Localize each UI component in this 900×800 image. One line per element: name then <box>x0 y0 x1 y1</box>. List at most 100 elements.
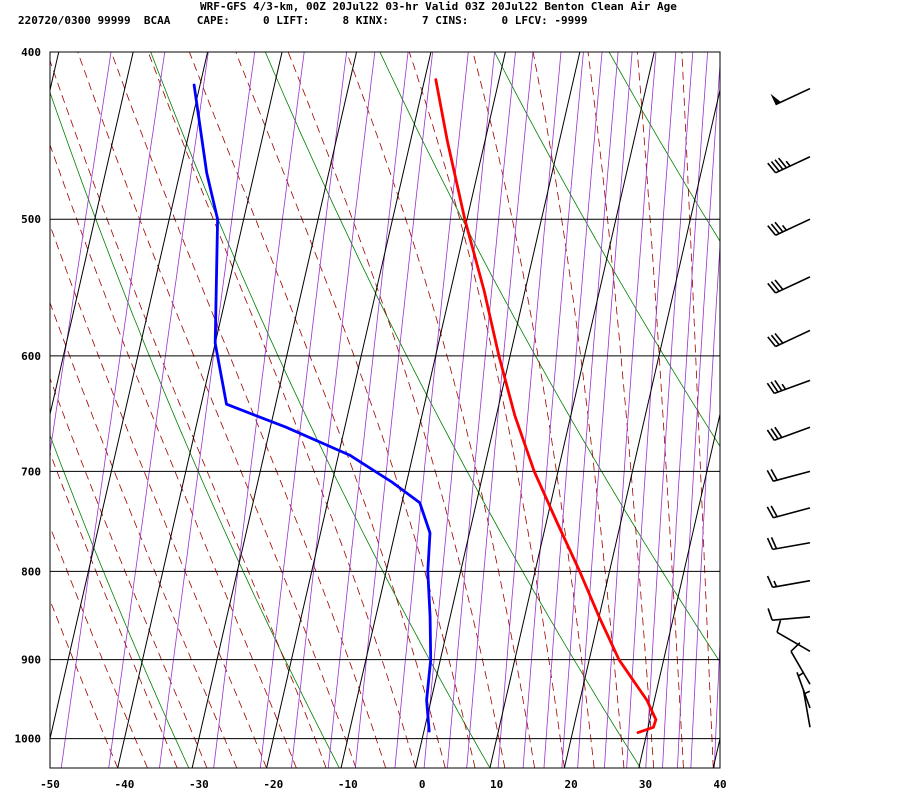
wind-barb <box>767 329 811 348</box>
isotherm <box>50 52 134 417</box>
barb-shaft <box>773 470 811 482</box>
mixing-ratio-line <box>423 52 496 768</box>
mixing-ratio-line <box>662 52 709 768</box>
barb-shaft <box>802 689 811 728</box>
mixing-ratio-line <box>446 52 516 768</box>
barb-full <box>770 334 780 346</box>
mixing-ratio-line <box>522 52 584 768</box>
barb-full <box>766 575 774 588</box>
wind-barb <box>766 505 811 519</box>
y-axis: 400 500 600 700 800 900 1000 <box>15 46 42 746</box>
barb-shaft <box>774 426 811 441</box>
moist-adiabat <box>188 52 446 768</box>
barb-full <box>766 382 775 394</box>
wind-barb <box>766 537 811 551</box>
mixing-ratio-line <box>354 52 434 768</box>
x-tick-label: -20 <box>263 778 283 791</box>
wind-barb <box>802 689 811 728</box>
x-tick-label: 10 <box>490 778 503 791</box>
dry-adiabat <box>50 91 340 768</box>
isotherm <box>563 87 720 768</box>
barb-half <box>797 671 804 677</box>
mixing-ratio-line <box>259 52 348 768</box>
barb-shaft <box>775 329 811 348</box>
barb-full <box>774 379 783 392</box>
barb-full <box>770 160 780 172</box>
moist-adiabat <box>50 451 178 768</box>
barb-shaft <box>790 650 811 685</box>
wind-barb <box>767 276 811 294</box>
moist-adiabat <box>587 52 655 768</box>
mixing-ratio-line <box>291 52 376 768</box>
x-tick-label: 40 <box>713 778 726 791</box>
barb-full <box>770 223 780 235</box>
barb-half <box>781 224 788 231</box>
barb-full <box>774 279 784 291</box>
dry-adiabat <box>832 43 900 768</box>
barb-full <box>770 428 779 440</box>
moist-adiabat <box>50 59 327 768</box>
wind-barb <box>767 218 811 236</box>
profiles <box>192 78 658 734</box>
barb-shaft <box>774 379 811 395</box>
barb-full <box>766 537 774 550</box>
background-lines <box>50 43 900 769</box>
barb-full <box>767 282 777 294</box>
barb-half <box>803 690 811 695</box>
barb-full <box>778 157 788 169</box>
mixing-ratio-line <box>108 52 209 768</box>
barb-shaft <box>772 541 811 551</box>
moist-adiabat <box>408 52 565 768</box>
wind-barb <box>766 379 811 395</box>
wind-barbs <box>766 87 811 728</box>
mixing-ratio-line <box>690 239 720 768</box>
y-tick-label: 400 <box>21 46 41 59</box>
barb-full <box>774 426 783 438</box>
dry-adiabat <box>718 43 900 768</box>
temperature-profile <box>434 78 658 734</box>
barb-half <box>773 580 778 587</box>
moist-adiabat <box>50 143 297 768</box>
mixing-ratio-line <box>713 634 720 768</box>
mixing-ratio-line <box>159 52 256 768</box>
isotherm <box>50 52 209 741</box>
moist-adiabat <box>681 52 714 768</box>
barb-full <box>766 506 774 519</box>
barb-half <box>785 160 791 167</box>
isotherm <box>638 412 720 768</box>
x-tick-label: 30 <box>639 778 652 791</box>
barb-shaft <box>776 631 811 652</box>
mixing-ratio-line <box>60 52 166 768</box>
mixing-ratio-line <box>543 52 603 768</box>
x-tick-label: -40 <box>115 778 135 791</box>
barb-full <box>774 221 784 233</box>
moist-adiabat <box>235 52 476 768</box>
x-axis: -50 -40 -30 -20 -10 0 10 20 30 40 <box>40 778 727 791</box>
x-tick-label: -30 <box>189 778 209 791</box>
wind-barb <box>766 426 811 441</box>
moist-adiabat <box>50 301 238 768</box>
x-tick-label: 20 <box>564 778 577 791</box>
mixing-ratio-line <box>497 52 562 768</box>
dry-adiabat <box>150 52 491 768</box>
isotherm <box>712 736 720 768</box>
moist-adiabat <box>50 224 267 768</box>
y-tick-label: 500 <box>21 213 41 226</box>
barb-full <box>770 381 779 393</box>
isotherm <box>117 52 283 768</box>
isotherm <box>489 52 655 768</box>
isotherm <box>414 52 581 768</box>
barb-full <box>776 620 782 633</box>
barb-full <box>770 468 778 481</box>
barb-full <box>770 505 778 518</box>
wind-barb <box>776 620 811 652</box>
moist-adiabat <box>50 377 208 768</box>
mixing-ratio-line <box>50 52 112 455</box>
moist-adiabat <box>532 52 625 768</box>
moist-adiabat <box>723 45 744 769</box>
dewpoint-profile <box>192 83 433 733</box>
barb-shaft <box>772 616 811 621</box>
wind-barb <box>790 642 811 685</box>
isotherm <box>340 52 506 768</box>
